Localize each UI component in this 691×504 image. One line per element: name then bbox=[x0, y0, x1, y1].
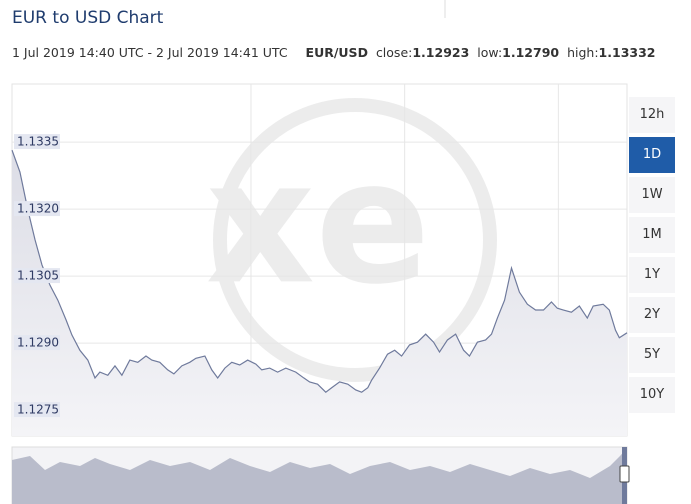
y-tick-label: 1.1335 bbox=[17, 135, 59, 149]
line bbox=[11, 149, 628, 394]
range-button[interactable]: 12h bbox=[629, 97, 675, 133]
y-tick-label: 1.1290 bbox=[17, 336, 59, 350]
range-button[interactable]: 2Y bbox=[629, 297, 675, 333]
close: 1.12923 bbox=[412, 45, 469, 60]
navigator bbox=[11, 446, 630, 504]
low: 1.12790 bbox=[502, 45, 559, 60]
y-tick-label-bg bbox=[14, 201, 60, 217]
period: 1 Jul 2019 14:40 UTC - 2 Jul 2019 14:41 … bbox=[12, 45, 288, 60]
range-button[interactable]: 5Y bbox=[629, 337, 675, 373]
y-tick-label-bg bbox=[14, 402, 60, 418]
y-tick-label: 1.1305 bbox=[17, 269, 59, 283]
low-label: low: bbox=[477, 45, 502, 60]
range-button[interactable]: 1M bbox=[629, 217, 675, 253]
y-tick-label-bg bbox=[14, 268, 60, 284]
svg-text:xe: xe bbox=[206, 124, 431, 322]
close-label: close: bbox=[376, 45, 412, 60]
subtitle: 1 Jul 2019 14:40 UTC - 2 Jul 2019 14:41 … bbox=[12, 45, 655, 60]
range-buttons: 12h 1D 1W 1M 1Y 2Y 5Y 10Y bbox=[629, 97, 675, 417]
pair: EUR/USD bbox=[306, 45, 368, 60]
y-tick-label-bg bbox=[14, 134, 60, 150]
y-tick-label: 1.1320 bbox=[17, 202, 59, 216]
high: 1.13332 bbox=[599, 45, 656, 60]
area bbox=[12, 150, 627, 436]
high-label: high: bbox=[567, 45, 598, 60]
chart-title: EUR to USD Chart bbox=[12, 8, 164, 28]
range-button[interactable]: 10Y bbox=[629, 377, 675, 413]
y-tick-label-bg bbox=[14, 335, 60, 351]
watermark: xe bbox=[206, 98, 497, 382]
y-tick-label: 1.1275 bbox=[17, 403, 59, 417]
range-button[interactable]: 1Y bbox=[629, 257, 675, 293]
range-button[interactable]: 1D bbox=[629, 137, 675, 173]
range-button[interactable]: 1W bbox=[629, 177, 675, 213]
